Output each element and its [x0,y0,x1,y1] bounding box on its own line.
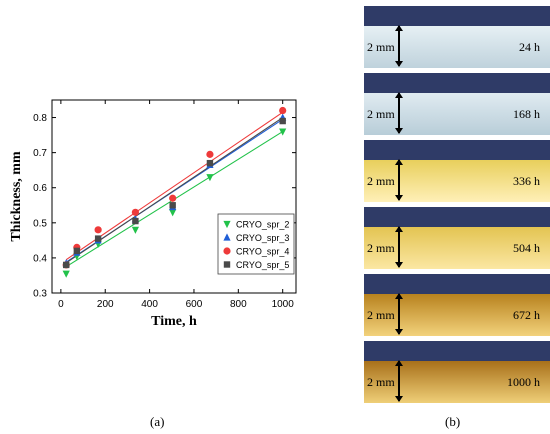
data-point [73,247,81,255]
data-point [279,128,287,136]
caption-b: (b) [445,414,461,429]
photo-background [364,140,550,162]
y-tick-label: 0.4 [33,253,47,264]
data-point [206,150,214,158]
scale-label: 2 mm [367,241,395,255]
photo-background [364,274,550,296]
photo-strip: 2 mm 168 h [364,73,550,135]
scale-arrow [395,293,403,335]
photo-background [364,341,550,363]
legend-label: CRYO_spr_4 [236,247,289,257]
scale-label: 2 mm [367,174,395,188]
legend-marker [223,233,231,241]
y-axis-label: Thickness, mm [9,151,24,242]
data-point [131,208,140,216]
y-tick-label: 0.6 [33,183,47,194]
data-point [131,226,140,234]
y-tick-label: 0.3 [33,289,47,300]
photo-strip: 2 mm 336 h [364,140,550,202]
photo-background [364,207,550,229]
data-point [169,209,177,217]
cross-section-photos: 2 mm 24 h 2 mm 168 h 2 mm 336 h 2 mm 504 h 2 mm 6… [364,6,550,406]
photo-background [364,73,550,95]
scale-label: 2 mm [367,308,395,322]
photo-background [364,6,550,28]
legend-marker [223,220,231,229]
data-point [132,217,139,225]
legend-marker [223,247,231,255]
time-label: 1000 h [507,375,540,389]
data-point [169,202,176,209]
time-label: 672 h [513,308,540,322]
x-tick-label: 800 [230,299,247,310]
scale-arrow [395,25,403,67]
legend-label: CRYO_spr_5 [236,260,289,270]
scale-arrow [395,360,403,402]
y-tick-label: 0.7 [33,148,47,159]
fit-line [65,111,284,261]
data-point [279,117,286,125]
x-tick-label: 400 [141,299,158,310]
scale-arrow [395,92,403,134]
data-point [206,159,214,167]
legend-label: CRYO_spr_3 [236,233,289,243]
data-point [169,194,177,202]
data-point [94,226,102,234]
time-label: 504 h [513,241,540,255]
data-point [62,261,70,269]
scale-arrow [395,226,403,268]
caption-a: (a) [150,414,165,429]
photo-strip: 2 mm 1000 h [364,341,550,403]
x-tick-label: 600 [186,299,203,310]
thickness-chart: 0 200 400 600 800 1000 0.3 0.4 0.5 0.6 0.7 0.8 Time,… [9,99,297,329]
data-point [62,270,70,278]
x-tick-label: 200 [97,299,114,310]
scale-label: 2 mm [367,375,395,389]
time-label: 336 h [513,174,540,188]
photo-strip: 2 mm 24 h [364,6,550,68]
data-point [206,174,214,182]
legend-marker [223,261,231,268]
x-tick-label: 0 [58,299,64,310]
y-tick-label: 0.5 [33,218,47,229]
y-tick-label: 0.8 [33,113,47,124]
photo-strip: 2 mm 504 h [364,207,550,269]
data-point [94,235,102,242]
scale-arrow [395,159,403,201]
fit-line [65,117,283,264]
plot-frame [51,99,297,294]
scale-label: 2 mm [367,107,395,121]
x-tick-label: 1000 [272,299,295,310]
photo-strip: 2 mm 672 h [364,274,550,336]
x-axis-label: Time, h [151,314,197,329]
legend-label: CRYO_spr_2 [236,220,289,230]
legend-box [217,213,295,275]
time-label: 168 h [513,107,540,121]
scale-label: 2 mm [367,40,395,54]
time-label: 24 h [519,40,540,54]
data-point [279,106,287,115]
